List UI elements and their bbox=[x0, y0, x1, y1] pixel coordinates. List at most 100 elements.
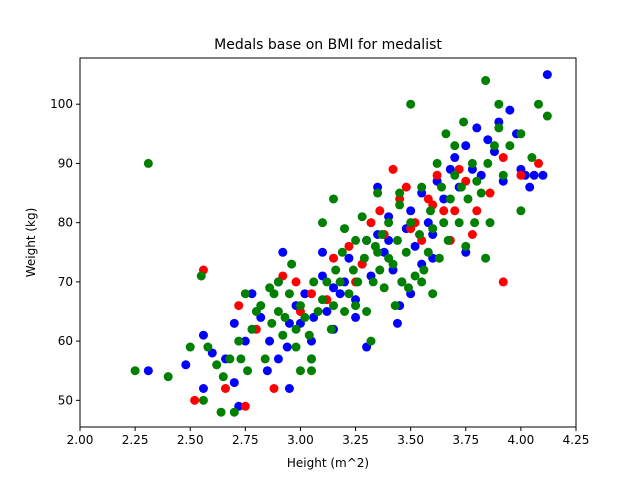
data-point bbox=[362, 307, 372, 316]
data-point bbox=[461, 241, 471, 251]
data-point bbox=[485, 188, 495, 198]
data-point bbox=[450, 206, 460, 216]
data-point bbox=[212, 360, 222, 370]
data-point bbox=[388, 164, 398, 174]
data-point bbox=[143, 158, 153, 168]
data-point bbox=[529, 170, 539, 180]
data-point bbox=[450, 170, 460, 180]
data-point bbox=[417, 182, 427, 192]
data-point bbox=[414, 230, 424, 239]
x-tick-label: 4.00 bbox=[508, 433, 535, 447]
y-axis-label: Weight (kg) bbox=[24, 208, 38, 278]
data-point bbox=[190, 395, 200, 405]
data-point bbox=[344, 253, 354, 263]
data-point bbox=[388, 259, 398, 269]
data-point bbox=[525, 182, 535, 192]
data-point bbox=[410, 271, 420, 281]
data-point bbox=[428, 224, 438, 234]
data-point bbox=[220, 384, 230, 393]
data-point bbox=[273, 307, 283, 316]
y-tick-label: 80 bbox=[58, 216, 73, 230]
data-point bbox=[406, 206, 416, 216]
data-point bbox=[437, 182, 447, 192]
data-point bbox=[432, 158, 442, 168]
data-point bbox=[423, 247, 433, 257]
data-point bbox=[472, 123, 482, 133]
y-tick-label: 70 bbox=[58, 275, 73, 289]
data-point bbox=[278, 247, 288, 257]
points-layer bbox=[130, 70, 552, 417]
data-point bbox=[269, 289, 279, 299]
data-point bbox=[410, 241, 420, 251]
y-tick-label: 50 bbox=[58, 393, 73, 407]
data-point bbox=[459, 117, 469, 127]
data-point bbox=[267, 318, 277, 328]
data-point bbox=[439, 218, 449, 228]
data-point bbox=[454, 218, 464, 228]
data-point bbox=[273, 354, 283, 364]
data-point bbox=[340, 224, 350, 234]
data-point bbox=[375, 265, 385, 275]
data-point bbox=[456, 182, 466, 192]
data-point bbox=[247, 324, 257, 334]
data-point bbox=[240, 336, 250, 346]
data-point bbox=[392, 318, 402, 328]
x-axis-ticks: 2.00 2.25 2.50 2.75 3.00 3.25 3.50 3.75 4.00 4.25 bbox=[67, 427, 590, 447]
x-tick-label: 3.50 bbox=[397, 433, 424, 447]
data-point bbox=[262, 366, 272, 376]
data-point bbox=[439, 206, 449, 216]
data-point bbox=[282, 342, 292, 352]
data-point bbox=[216, 407, 226, 417]
data-point bbox=[390, 301, 400, 311]
data-point bbox=[198, 395, 208, 405]
data-point bbox=[498, 170, 508, 180]
data-point bbox=[265, 336, 275, 346]
data-point bbox=[196, 271, 206, 281]
data-point bbox=[322, 307, 332, 316]
data-point bbox=[218, 372, 228, 382]
data-point bbox=[463, 194, 473, 204]
data-point bbox=[344, 241, 354, 251]
x-tick-label: 2.75 bbox=[232, 433, 259, 447]
data-point bbox=[419, 265, 429, 275]
data-point bbox=[498, 277, 508, 287]
data-point bbox=[441, 129, 451, 139]
data-point bbox=[357, 212, 367, 222]
data-point bbox=[273, 277, 283, 287]
data-point bbox=[476, 188, 486, 198]
data-point bbox=[366, 218, 376, 228]
data-point bbox=[494, 123, 504, 133]
data-point bbox=[443, 235, 453, 245]
data-point bbox=[534, 99, 544, 109]
data-point bbox=[278, 330, 288, 340]
data-point bbox=[450, 153, 460, 163]
data-point bbox=[291, 342, 301, 352]
data-point bbox=[450, 141, 460, 151]
data-point bbox=[401, 247, 411, 257]
data-point bbox=[395, 188, 405, 198]
data-point bbox=[291, 324, 301, 334]
data-point bbox=[485, 218, 495, 228]
data-point bbox=[483, 135, 493, 145]
data-point bbox=[300, 312, 310, 322]
plot-frame bbox=[79, 57, 577, 428]
data-point bbox=[353, 277, 363, 287]
data-point bbox=[313, 307, 323, 316]
data-point bbox=[329, 253, 339, 263]
x-tick-label: 2.00 bbox=[67, 433, 94, 447]
data-point bbox=[481, 76, 491, 86]
data-point bbox=[322, 277, 332, 287]
data-point bbox=[291, 277, 301, 287]
data-point bbox=[130, 366, 140, 376]
x-tick-label: 2.50 bbox=[177, 433, 204, 447]
data-point bbox=[483, 158, 493, 168]
data-point bbox=[326, 324, 336, 334]
data-point bbox=[329, 283, 339, 293]
y-tick-label: 90 bbox=[58, 156, 73, 170]
chart-title: Medals base on BMI for medalist bbox=[214, 37, 442, 53]
x-tick-label: 4.25 bbox=[563, 433, 590, 447]
data-point bbox=[470, 218, 480, 228]
data-point bbox=[337, 247, 347, 257]
x-axis-label: Height (m^2) bbox=[287, 456, 369, 470]
